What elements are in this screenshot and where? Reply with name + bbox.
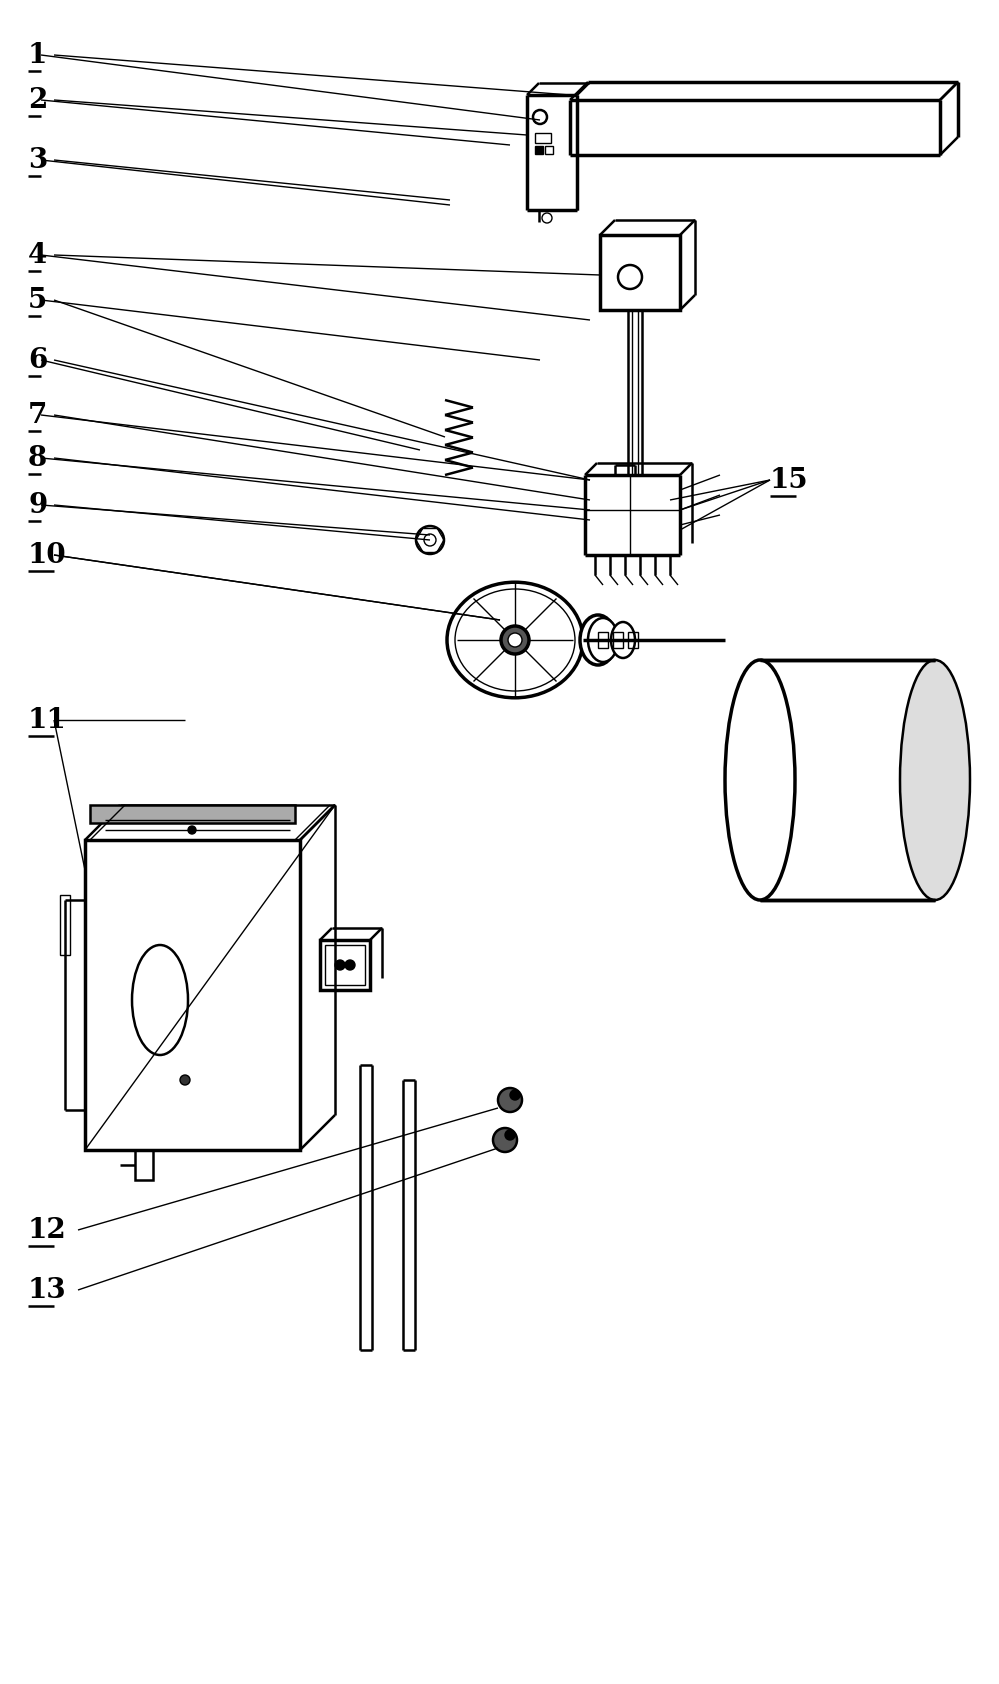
Text: 11: 11 xyxy=(28,707,67,734)
Text: 5: 5 xyxy=(28,286,47,313)
Text: 6: 6 xyxy=(28,347,47,374)
Text: 8: 8 xyxy=(28,445,47,472)
Ellipse shape xyxy=(725,660,795,899)
Circle shape xyxy=(501,626,529,653)
Text: 4: 4 xyxy=(28,241,47,268)
Bar xyxy=(535,133,551,143)
Bar xyxy=(325,945,365,985)
Bar xyxy=(90,805,295,823)
Ellipse shape xyxy=(900,660,970,899)
Circle shape xyxy=(345,960,355,970)
Bar xyxy=(613,632,623,648)
Text: 10: 10 xyxy=(28,542,67,569)
Text: 12: 12 xyxy=(28,1216,67,1243)
Circle shape xyxy=(180,1074,190,1084)
Ellipse shape xyxy=(588,618,618,662)
Circle shape xyxy=(188,825,196,834)
Circle shape xyxy=(493,1128,517,1152)
Text: 2: 2 xyxy=(28,86,47,113)
Circle shape xyxy=(510,1090,520,1100)
Text: 15: 15 xyxy=(770,466,808,493)
Bar xyxy=(85,840,300,1150)
Circle shape xyxy=(335,960,345,970)
Bar xyxy=(135,1150,153,1180)
Bar xyxy=(628,632,638,648)
Circle shape xyxy=(508,633,522,647)
Bar xyxy=(60,894,70,955)
Text: 7: 7 xyxy=(28,401,47,428)
Circle shape xyxy=(498,1088,522,1111)
Bar xyxy=(545,147,553,153)
Ellipse shape xyxy=(447,583,583,697)
Bar xyxy=(535,147,543,153)
Bar xyxy=(320,940,370,990)
Text: 9: 9 xyxy=(28,492,47,519)
Ellipse shape xyxy=(611,621,635,658)
Bar xyxy=(598,632,608,648)
Text: 1: 1 xyxy=(28,42,47,69)
Circle shape xyxy=(505,1130,515,1140)
Text: 13: 13 xyxy=(28,1276,67,1303)
Ellipse shape xyxy=(580,615,616,665)
Bar xyxy=(600,236,680,310)
Text: 3: 3 xyxy=(28,147,47,173)
